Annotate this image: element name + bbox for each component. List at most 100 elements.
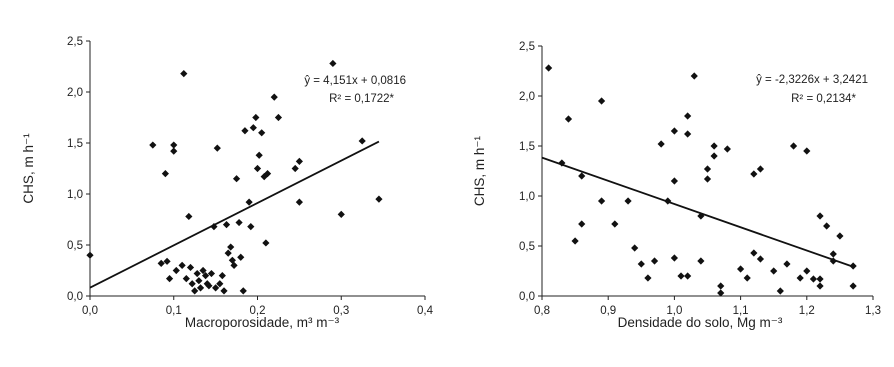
- data-point: [205, 282, 213, 290]
- regression-equation: ŷ = -2,3226x + 3,2421: [756, 74, 868, 86]
- data-point: [789, 142, 798, 150]
- data-point: [571, 237, 579, 245]
- data-point: [237, 253, 245, 261]
- y-tick-label: 1,0: [519, 191, 535, 203]
- data-point: [829, 250, 837, 258]
- data-point: [644, 274, 652, 282]
- data-point: [710, 152, 718, 160]
- data-point: [578, 172, 586, 180]
- data-point: [230, 261, 238, 269]
- data-point: [291, 164, 299, 173]
- data-point: [270, 93, 278, 101]
- data-point: [564, 115, 573, 123]
- data-point: [241, 127, 249, 135]
- data-point: [178, 261, 186, 269]
- data-point: [816, 275, 824, 283]
- x-axis-label: Densidade do solo, Mg m⁻³: [618, 315, 783, 330]
- r-squared-label: R² = 0,2134*: [791, 93, 856, 105]
- data-point: [697, 212, 705, 220]
- data-point: [717, 282, 725, 290]
- y-tick-label: 1,5: [519, 141, 535, 153]
- y-tick-label: 2,0: [67, 87, 83, 99]
- data-point: [684, 272, 692, 280]
- data-point: [213, 144, 221, 152]
- regression-line: [89, 140, 380, 289]
- regression-line: [541, 156, 854, 268]
- x-tick-label: 0,8: [534, 305, 550, 317]
- data-point: [836, 232, 844, 240]
- data-point: [149, 141, 157, 149]
- data-point: [670, 177, 678, 185]
- y-tick-label: 2,5: [67, 36, 83, 48]
- data-point: [196, 284, 205, 292]
- data-point: [161, 170, 169, 178]
- scatter-chart-1: 0,0 0,5 1,0 1,5 2,0 2,5 0,0 0,1 0,2 0,3 0,4 Macropo…: [21, 36, 434, 330]
- data-point: [816, 212, 824, 220]
- y-tick-label: 0,0: [519, 291, 535, 303]
- data-point: [756, 165, 765, 173]
- x-tick-label: 0,3: [333, 305, 349, 317]
- data-point: [684, 112, 692, 120]
- x-tick-label: 0,1: [166, 305, 182, 317]
- data-point: [750, 170, 758, 178]
- x-tick-label: 1,3: [865, 305, 881, 317]
- data-point: [163, 257, 171, 265]
- data-point: [545, 64, 553, 72]
- x-axis-label: Macroporosidade, m³ m⁻³: [185, 315, 340, 330]
- scatter-chart-2: 0,0 0,5 1,0 1,5 2,0 2,5 0,8 0,9 1,0 1,1 1,2 1,3 Dens…: [472, 41, 881, 330]
- y-tick-label: 0,0: [67, 291, 83, 303]
- data-point: [218, 272, 226, 280]
- data-point: [201, 272, 210, 280]
- data-point: [247, 223, 255, 231]
- data-point: [188, 280, 196, 288]
- data-point: [597, 97, 606, 105]
- y-tick-label: 0,5: [67, 240, 83, 252]
- y-tick-label: 1,0: [67, 189, 83, 201]
- data-point: [743, 274, 751, 282]
- data-point: [358, 137, 366, 145]
- data-point: [224, 249, 232, 257]
- data-point: [710, 142, 718, 150]
- data-point: [703, 165, 712, 173]
- data-point: [776, 287, 784, 295]
- data-point: [375, 195, 383, 203]
- data-point: [274, 113, 283, 122]
- data-point: [657, 140, 665, 148]
- x-tick-label: 1,1: [733, 305, 749, 317]
- data-point: [631, 244, 639, 252]
- data-point: [650, 257, 659, 265]
- data-point: [182, 275, 190, 283]
- data-point: [803, 267, 811, 275]
- r-squared-label: R² = 0,1722*: [329, 93, 394, 105]
- data-point: [252, 113, 260, 122]
- data-point: [212, 284, 220, 292]
- y-tick-label: 0,5: [519, 241, 535, 253]
- data-point: [262, 239, 270, 247]
- data-point: [670, 254, 678, 262]
- data-point: [228, 256, 236, 264]
- data-point: [245, 198, 253, 206]
- data-point: [329, 59, 337, 68]
- data-point: [664, 197, 672, 205]
- data-point: [670, 127, 678, 135]
- data-point: [803, 147, 811, 155]
- data-point: [703, 175, 712, 183]
- data-point: [227, 243, 235, 251]
- data-point: [165, 275, 174, 283]
- data-point: [816, 282, 824, 290]
- data-point: [796, 274, 804, 282]
- data-point: [737, 265, 745, 273]
- data-point: [756, 255, 765, 263]
- data-point: [86, 251, 94, 259]
- data-point: [677, 272, 685, 280]
- data-point: [597, 197, 606, 205]
- y-tick-label: 2,5: [519, 41, 535, 53]
- data-point: [191, 287, 199, 295]
- data-point: [207, 269, 216, 278]
- data-point: [558, 159, 566, 167]
- data-point: [172, 266, 180, 275]
- data-point: [684, 130, 692, 138]
- x-tick-label: 0,0: [82, 305, 98, 317]
- data-point: [232, 175, 241, 183]
- y-tick-label: 2,0: [519, 91, 535, 103]
